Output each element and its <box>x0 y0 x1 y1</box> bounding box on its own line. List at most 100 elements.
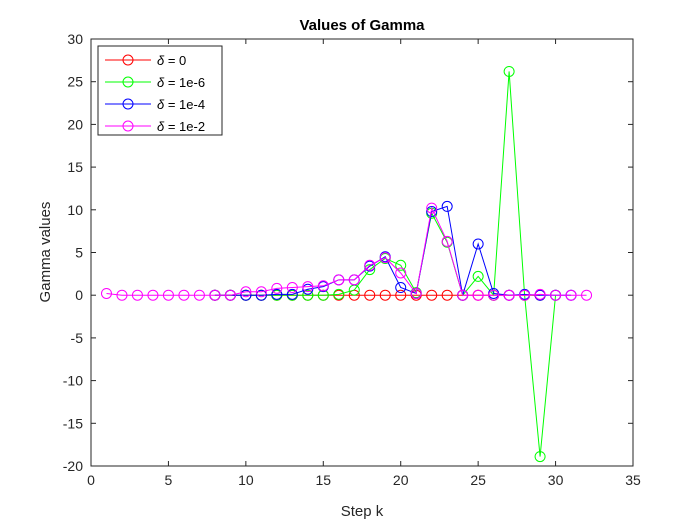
data-point <box>224 289 236 301</box>
data-point <box>488 289 500 301</box>
data-point <box>379 289 391 301</box>
data-point <box>240 289 252 301</box>
legend-text: = 1e-2 <box>164 119 205 134</box>
data-point <box>255 289 267 301</box>
data-point <box>426 206 438 218</box>
legend-text: = 0 <box>164 53 186 68</box>
y-tick-label: 25 <box>67 74 83 90</box>
y-tick-label: -5 <box>71 330 84 346</box>
data-point <box>534 451 546 463</box>
x-tick-label: 0 <box>87 472 95 488</box>
legend-symbol: δ <box>157 97 165 112</box>
legend-box <box>97 45 223 136</box>
legend-marker <box>122 120 134 132</box>
data-point <box>302 283 314 295</box>
legend-text: = 1e-4 <box>164 97 205 112</box>
data-point <box>317 289 329 301</box>
data-point <box>100 287 112 299</box>
data-point <box>472 289 484 301</box>
data-point <box>147 289 159 301</box>
y-tick-label: -10 <box>63 373 83 389</box>
data-point <box>395 289 407 301</box>
y-tick-label: 5 <box>75 245 83 261</box>
data-point <box>193 289 205 301</box>
data-point <box>131 289 143 301</box>
data-point <box>209 289 221 301</box>
series-line <box>106 206 587 296</box>
data-point <box>503 289 515 301</box>
y-tick-label: 0 <box>75 287 83 303</box>
y-tick-label: 10 <box>67 202 83 218</box>
legend-entry: δ = 1e-4 <box>105 97 205 112</box>
legend-entry: δ = 1e-2 <box>105 119 205 134</box>
data-point <box>364 259 376 271</box>
y-tick-label: -20 <box>63 458 83 474</box>
legend-symbol: δ <box>157 119 165 134</box>
data-point <box>441 200 453 212</box>
y-tick-label: -15 <box>63 415 83 431</box>
data-point <box>178 289 190 301</box>
data-point <box>116 289 128 301</box>
x-tick-label: 5 <box>165 472 173 488</box>
data-point <box>441 235 453 247</box>
data-point <box>426 202 438 214</box>
y-tick-label: 20 <box>67 116 83 132</box>
legend-label: δ = 1e-4 <box>157 97 205 112</box>
legend-marker <box>122 98 134 110</box>
legend-marker <box>122 76 134 88</box>
data-point <box>441 289 453 301</box>
data-point <box>472 270 484 282</box>
legend-entry: δ = 1e-6 <box>105 75 205 90</box>
data-point <box>255 286 267 298</box>
series-layer <box>100 65 593 463</box>
data-point <box>395 282 407 294</box>
chart-title: Values of Gamma <box>299 17 425 34</box>
data-point <box>379 252 391 264</box>
data-point <box>503 65 515 77</box>
data-point <box>271 282 283 294</box>
data-point <box>395 267 407 279</box>
x-tick-label: 25 <box>470 472 486 488</box>
data-point <box>410 287 422 299</box>
data-point <box>519 289 531 301</box>
legend-symbol: δ <box>157 75 165 90</box>
data-point <box>457 289 469 301</box>
x-tick-label: 10 <box>238 472 254 488</box>
x-tick-label: 15 <box>315 472 331 488</box>
data-point <box>550 289 562 301</box>
data-point <box>302 289 314 301</box>
x-tick-label: 35 <box>625 472 641 488</box>
data-point <box>240 286 252 298</box>
series-3 <box>100 202 593 301</box>
data-point <box>286 288 298 300</box>
data-point <box>581 289 593 301</box>
data-point <box>302 281 314 293</box>
legend-label: δ = 1e-2 <box>157 119 205 134</box>
y-tick-label: 15 <box>67 159 83 175</box>
legend: δ = 0δ = 1e-6δ = 1e-4δ = 1e-2 <box>97 45 223 136</box>
legend-symbol: δ <box>157 53 165 68</box>
x-tick-label: 30 <box>548 472 564 488</box>
data-point <box>348 274 360 286</box>
data-point <box>271 288 283 300</box>
legend-text: = 1e-6 <box>164 75 205 90</box>
data-point <box>286 282 298 294</box>
data-point <box>395 259 407 271</box>
data-point <box>534 288 546 300</box>
data-point <box>364 289 376 301</box>
data-point <box>162 289 174 301</box>
data-point <box>472 238 484 250</box>
x-tick-label: 20 <box>393 472 409 488</box>
legend-label: δ = 0 <box>157 53 186 68</box>
legend-marker <box>122 54 134 66</box>
data-point <box>317 280 329 292</box>
legend-entry: δ = 0 <box>105 53 186 68</box>
data-point <box>426 289 438 301</box>
data-point <box>333 288 345 300</box>
x-axis-label: Step k <box>341 503 384 520</box>
y-tick-label: 30 <box>67 31 83 47</box>
y-axis-label: Gamma values <box>37 202 54 303</box>
data-point <box>565 289 577 301</box>
data-point <box>333 274 345 286</box>
